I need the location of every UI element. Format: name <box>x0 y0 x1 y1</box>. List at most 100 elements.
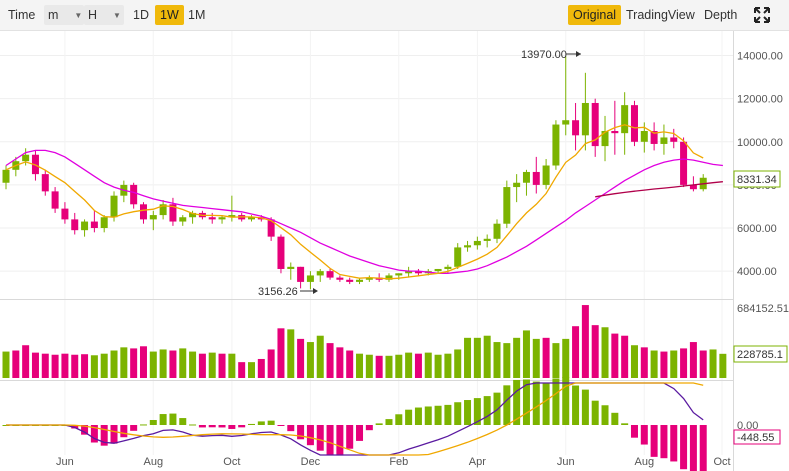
macd-histogram-bar <box>621 423 629 425</box>
volume-bar <box>100 353 108 378</box>
candle-body <box>41 174 49 192</box>
candle <box>287 262 295 280</box>
volume-bar <box>297 338 305 378</box>
candle-body <box>405 271 413 274</box>
candle-body <box>287 266 295 269</box>
candle-body <box>346 279 354 282</box>
volume-bar <box>601 327 609 378</box>
candle-body <box>110 195 118 218</box>
volume-bar <box>454 349 462 378</box>
candle-body <box>149 215 157 220</box>
volume-bar <box>405 352 413 378</box>
candle <box>179 215 187 226</box>
interval-1d-button[interactable]: 1D <box>133 8 149 22</box>
candle <box>464 240 472 252</box>
view-tradingview-button[interactable]: TradingView <box>626 8 695 22</box>
macd-histogram-bar <box>689 425 697 471</box>
candle <box>139 202 147 224</box>
macd-histogram-bar <box>120 425 128 438</box>
candle-body <box>356 279 364 282</box>
hour-interval-select[interactable]: H ▼ <box>84 5 124 25</box>
volume-bar <box>51 354 59 378</box>
interval-1w-button[interactable]: 1W <box>155 5 184 25</box>
macd-zero-label: 0.00 <box>737 420 758 432</box>
candle <box>542 159 550 190</box>
volume-bar <box>473 337 481 378</box>
time-label: Time <box>8 8 36 22</box>
volume-current-tag: 228785.1 <box>733 345 788 363</box>
candle-body <box>414 271 422 274</box>
fullscreen-icon[interactable] <box>752 5 772 25</box>
macd-current-label: -448.55 <box>737 432 774 444</box>
candle-body <box>689 184 697 190</box>
candle <box>61 202 69 224</box>
candle <box>71 212 79 235</box>
candle <box>581 72 589 151</box>
macd-histogram-bar <box>277 425 285 426</box>
time-axis: Jun Aug Oct Dec Feb Apr Jun Aug Oct <box>56 456 731 468</box>
candle-body <box>630 105 638 142</box>
candle-body <box>562 120 570 125</box>
candle <box>248 215 255 222</box>
price-volume-divider <box>0 299 733 300</box>
macd-histogram-bar <box>434 405 442 425</box>
candle-body <box>493 223 501 239</box>
volume-bar <box>2 351 10 378</box>
candle-body <box>316 271 324 276</box>
candle-body <box>532 171 540 185</box>
macd-histogram-bar <box>326 425 334 456</box>
candle <box>434 268 442 274</box>
time-tick-label: Oct <box>223 456 240 468</box>
view-depth-button[interactable]: Depth <box>704 8 738 22</box>
candle <box>660 124 668 155</box>
volume-bar <box>61 353 69 378</box>
volume-bar <box>326 343 334 378</box>
macd-histogram-bar <box>189 424 197 426</box>
candle <box>326 268 334 280</box>
price-tick-label: 14000.00 <box>737 51 783 63</box>
candle <box>90 210 98 233</box>
volume-bar <box>689 342 697 378</box>
chevron-down-icon: ▼ <box>113 11 121 20</box>
volume-bar <box>552 343 560 378</box>
volume-bar <box>493 342 501 378</box>
candle <box>159 199 167 220</box>
volume-bar <box>522 330 530 378</box>
volume-bar <box>169 350 177 378</box>
price-tick-label: 12000.00 <box>737 94 783 106</box>
candle <box>208 212 216 224</box>
minute-interval-select[interactable]: m ▼ <box>44 5 84 25</box>
macd-histogram-bar <box>71 425 79 429</box>
macd-histogram <box>2 377 707 471</box>
volume-bar <box>532 338 540 378</box>
candle <box>483 234 491 248</box>
grid <box>0 31 733 455</box>
volume-bar <box>562 338 570 378</box>
macd-histogram-bar <box>139 424 147 426</box>
volume-bar <box>130 348 138 378</box>
macd-histogram-bar <box>414 407 422 425</box>
volume-bar <box>71 354 79 378</box>
macd-histogram-bar <box>405 409 413 425</box>
volume-bar <box>267 349 275 378</box>
volume-bar <box>306 342 314 378</box>
candle <box>414 268 422 276</box>
macd-histogram-bar <box>287 425 295 432</box>
volume-bar <box>90 355 98 378</box>
macd-histogram-bar <box>552 378 560 425</box>
macd-histogram-bar <box>198 425 206 428</box>
ma-short-line <box>5 124 704 280</box>
view-original-button[interactable]: Original <box>568 5 622 25</box>
price-tick-label: 6000.00 <box>737 223 777 235</box>
volume-bar <box>336 347 344 378</box>
candle-body <box>444 266 452 269</box>
volume-max-label: 684152.51 <box>737 303 789 315</box>
interval-1m-button[interactable]: 1M <box>188 8 206 22</box>
macd-histogram-bar <box>297 425 305 440</box>
macd-histogram-bar <box>640 425 648 445</box>
macd-histogram-bar <box>130 425 138 431</box>
volume-bar <box>572 326 580 378</box>
volume-bar <box>591 325 599 378</box>
volume-bar <box>640 347 648 378</box>
macd-histogram-bar <box>464 400 472 425</box>
